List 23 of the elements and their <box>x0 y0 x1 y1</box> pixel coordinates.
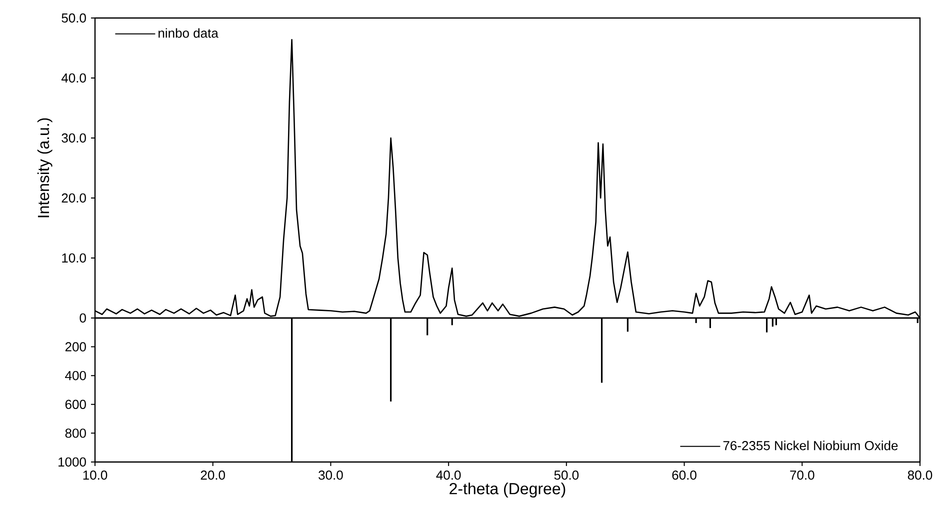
y-tick-label: 10.0 <box>62 253 86 263</box>
y-tick-label: 0 <box>80 313 86 323</box>
y-tick-label: 40.0 <box>61 73 86 83</box>
x-tick-label: 30.0 <box>318 470 343 480</box>
legend-label: 76-2355 Nickel Niobium Oxide <box>723 440 898 450</box>
y-tick-label: 600 <box>65 400 86 409</box>
x-tick-label: 50.0 <box>554 470 579 480</box>
y-tick-label: 800 <box>65 428 86 438</box>
x-tick-label: 70.0 <box>790 470 814 480</box>
x-tick-label: 20.0 <box>200 470 226 480</box>
y-tick-label: 200 <box>65 342 86 352</box>
y-tick-label: 20.0 <box>62 193 86 203</box>
y-axis-title: Intensity (a.u.) <box>37 118 52 218</box>
y-tick-label: 400 <box>65 370 86 380</box>
y-tick-label: 1000 <box>58 457 86 467</box>
y-tick-label: 50.0 <box>62 13 86 23</box>
x-tick-label: 80.0 <box>908 470 932 480</box>
x-axis-title: 2-theta (Degree) <box>450 482 566 498</box>
legend-label: ninbo data <box>158 28 218 38</box>
x-tick-label: 10.0 <box>83 470 108 480</box>
x-tick-label: 60.0 <box>672 470 696 480</box>
x-tick-label: 40.0 <box>436 470 461 480</box>
y-tick-label: 30.0 <box>62 133 86 143</box>
